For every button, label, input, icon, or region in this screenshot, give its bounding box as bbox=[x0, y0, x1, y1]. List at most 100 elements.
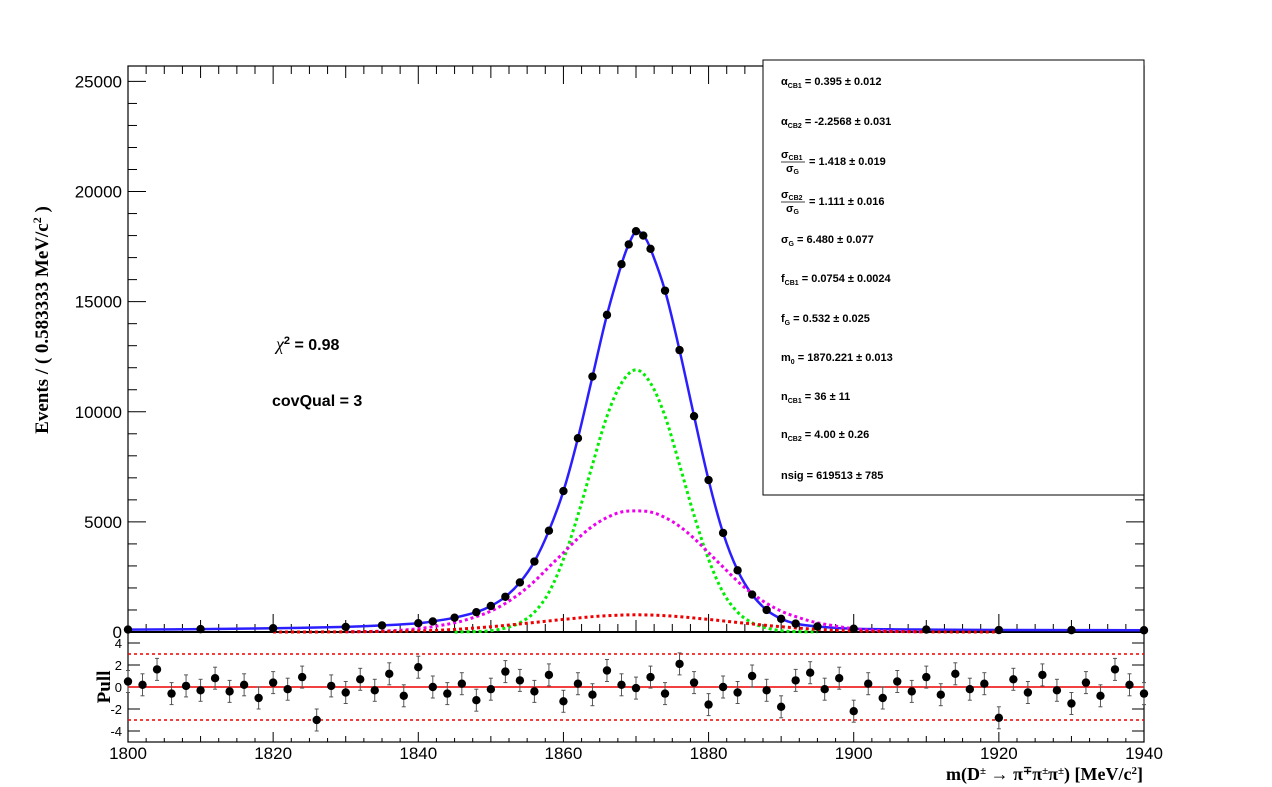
data-point bbox=[704, 475, 713, 485]
pull-point bbox=[254, 693, 263, 703]
pull-point bbox=[1009, 675, 1018, 684]
pull-y-tick-label: -4 bbox=[110, 724, 122, 739]
pull-point bbox=[631, 683, 641, 693]
pull-point bbox=[530, 687, 539, 696]
pull-point bbox=[457, 679, 467, 688]
data-point bbox=[747, 590, 757, 599]
pull-point bbox=[922, 672, 931, 682]
pull-point bbox=[849, 707, 858, 716]
pull-point bbox=[835, 674, 844, 683]
y-tick-label: 10000 bbox=[75, 403, 122, 422]
pull-point bbox=[327, 681, 336, 691]
pull-point bbox=[167, 689, 176, 698]
x-tick-label: 1840 bbox=[399, 744, 437, 763]
pull-point bbox=[660, 689, 670, 698]
pull-point bbox=[733, 688, 742, 697]
pull-point bbox=[602, 666, 612, 675]
pull-y-tick-label: -2 bbox=[110, 702, 122, 717]
pull-point bbox=[501, 667, 510, 676]
component-magenta-curve bbox=[345, 509, 927, 634]
pull-point bbox=[791, 676, 800, 685]
pull-point bbox=[646, 672, 655, 682]
pull-point bbox=[864, 679, 873, 688]
data-point bbox=[341, 622, 350, 632]
pull-point bbox=[878, 693, 887, 703]
data-point bbox=[791, 619, 800, 628]
data-point bbox=[530, 557, 539, 566]
pull-point bbox=[297, 672, 307, 682]
y-axis-title: Events / ( 0.583333 MeV/c2 ) bbox=[30, 206, 53, 434]
pull-point bbox=[1023, 688, 1033, 697]
data-point bbox=[573, 433, 583, 443]
pull-point bbox=[341, 688, 350, 697]
y-tick-label: 5000 bbox=[84, 513, 122, 532]
pull-point bbox=[762, 686, 771, 695]
data-point bbox=[428, 617, 437, 626]
pull-point bbox=[196, 686, 205, 695]
pull-point bbox=[1067, 699, 1076, 708]
pull-point bbox=[138, 680, 147, 689]
parameter-entry: m0 = 1870.221 ± 0.013 bbox=[781, 352, 893, 366]
data-point bbox=[733, 566, 742, 575]
data-point bbox=[631, 226, 641, 236]
pull-point bbox=[443, 689, 452, 698]
data-point bbox=[559, 486, 568, 496]
pull-point bbox=[820, 685, 829, 694]
data-point bbox=[813, 622, 822, 631]
data-point bbox=[660, 286, 670, 295]
parameter-entry: αCB2 = -2.2568 ± 0.031 bbox=[781, 116, 891, 130]
data-point bbox=[718, 528, 728, 538]
y-tick-label: 0 bbox=[113, 623, 122, 642]
pull-point bbox=[573, 679, 583, 688]
parameter-entry: fCB1 = 0.0754 ± 0.0024 bbox=[781, 273, 892, 287]
pull-point bbox=[515, 676, 525, 685]
pull-point bbox=[718, 682, 728, 692]
pull-point bbox=[689, 678, 699, 687]
x-tick-label: 1820 bbox=[254, 744, 292, 763]
data-point bbox=[450, 613, 459, 622]
pull-point bbox=[675, 659, 684, 669]
pull-point bbox=[588, 690, 597, 699]
pull-point bbox=[385, 669, 394, 678]
parameter-entry: nCB1 = 36 ± 11 bbox=[781, 391, 850, 405]
pull-point bbox=[907, 687, 916, 696]
pull-point bbox=[414, 663, 423, 672]
data-point bbox=[196, 624, 205, 634]
data-point bbox=[515, 578, 525, 587]
pull-y-axis-title: Pull bbox=[94, 671, 115, 704]
pull-point bbox=[544, 670, 554, 680]
x-tick-label: 1920 bbox=[980, 744, 1018, 763]
pull-point bbox=[951, 669, 960, 678]
pull-point bbox=[747, 671, 757, 681]
data-point bbox=[414, 618, 423, 628]
parameter-entry: nsig = 619513 ± 785 bbox=[781, 470, 883, 482]
data-point bbox=[123, 625, 133, 634]
parameter-entry: σCB2 σG = 1.111 ± 0.016 bbox=[781, 189, 885, 216]
pull-point bbox=[994, 713, 1004, 722]
data-point bbox=[675, 345, 684, 355]
pull-point bbox=[1096, 691, 1105, 700]
parameter-entry: αCB1 = 0.395 ± 0.012 bbox=[781, 76, 882, 90]
pull-point bbox=[1125, 680, 1134, 689]
data-point bbox=[762, 605, 771, 615]
parameter-entry: σG = 6.480 ± 0.077 bbox=[781, 234, 874, 248]
x-tick-label: 1940 bbox=[1125, 744, 1163, 763]
pull-point bbox=[1139, 689, 1149, 698]
pull-layer bbox=[123, 652, 1149, 732]
component-red-curve bbox=[273, 613, 999, 634]
x-axis-title: m(D± → π∓π±π±) [MeV/c2] bbox=[946, 764, 1143, 785]
pull-point bbox=[1052, 686, 1062, 695]
pull-point bbox=[428, 682, 437, 692]
data-point bbox=[1139, 626, 1149, 635]
pull-point bbox=[936, 690, 945, 699]
pull-point bbox=[356, 675, 365, 684]
parameter-entry: nCB2 = 4.00 ± 0.26 bbox=[781, 429, 869, 443]
data-point bbox=[922, 625, 931, 634]
pull-point bbox=[776, 702, 786, 711]
data-point bbox=[624, 240, 633, 249]
pull-point bbox=[980, 679, 989, 688]
pull-point bbox=[893, 677, 902, 686]
pull-point bbox=[312, 715, 321, 725]
x-tick-label: 1900 bbox=[835, 744, 873, 763]
